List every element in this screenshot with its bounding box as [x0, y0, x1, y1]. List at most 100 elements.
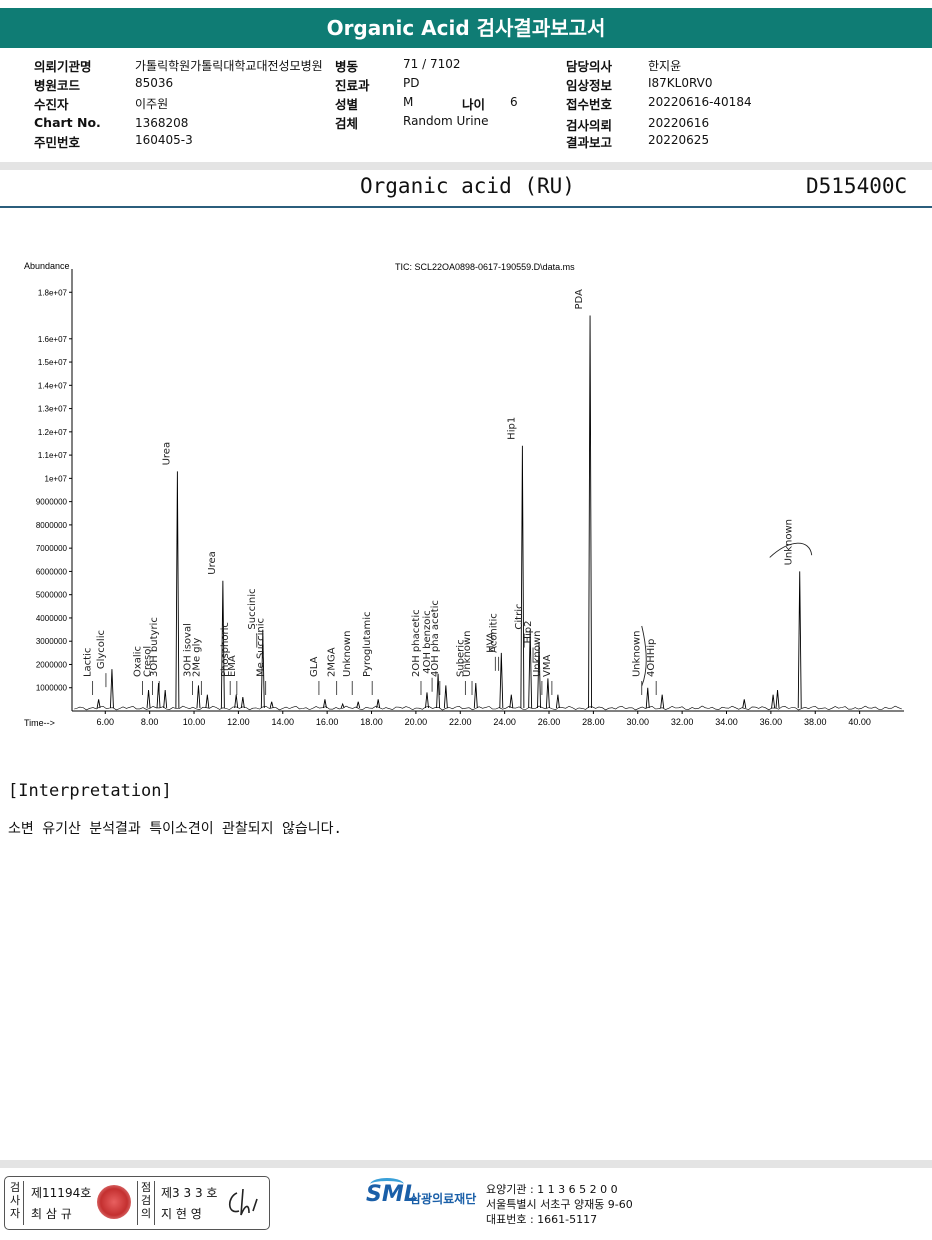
y-tick-label: 1.3e+07: [38, 405, 68, 414]
test-code: D515400C: [806, 174, 908, 198]
info-label: 성별: [335, 97, 359, 112]
peak-annotation: Phosphoric: [220, 622, 231, 677]
peak: [146, 690, 151, 709]
y-tick-label: 1e+07: [45, 474, 68, 483]
peak: [775, 690, 780, 709]
x-tick-label: 20.00: [405, 717, 428, 727]
y-tick-label: 1.6e+07: [38, 335, 68, 344]
peak-annotation: Suberic: [455, 639, 466, 677]
chromatogram-chart: Abundance TIC: SCL22OA0898-0617-190559.D…: [24, 261, 904, 728]
info-label: 담당의사: [566, 59, 613, 74]
peak-annotation: 3OH butyric: [149, 617, 160, 677]
x-tick-label: 12.00: [227, 717, 250, 727]
info-value: 160405-3: [135, 133, 193, 147]
info-label: 검체: [335, 116, 359, 131]
info-value: M: [403, 95, 414, 109]
peak: [240, 696, 245, 709]
divider: [0, 1160, 932, 1168]
y-tick-label: 6000000: [36, 567, 68, 576]
org-phone: 대표번호 : 1661-5117: [486, 1213, 598, 1226]
peak-annotation: Lactic: [83, 648, 94, 677]
peak: [163, 690, 168, 709]
peak: [443, 685, 448, 709]
y-tick-label: 3000000: [36, 637, 68, 646]
peak: [376, 699, 381, 709]
x-tick-label: 18.00: [360, 717, 383, 727]
interpretation-heading: [Interpretation]: [8, 781, 172, 801]
peak-annotation: Unknown: [632, 631, 643, 677]
chart-title: TIC: SCL22OA0898-0617-190559.D\data.ms: [395, 262, 575, 272]
info-label: 진료과: [335, 78, 370, 93]
info-label: 병원코드: [34, 78, 81, 93]
peak: [545, 678, 550, 709]
peak: [96, 699, 101, 709]
age-value: 6: [510, 95, 518, 109]
examiner-label: 검사자: [7, 1181, 24, 1225]
peak-annotation: Unknown: [532, 631, 543, 677]
org-street: 서울특별시 서초구 양재동 9-60: [486, 1198, 633, 1211]
x-axis-label: Time-->: [24, 718, 55, 728]
peak-annotation: 2OH phacetic: [411, 609, 422, 677]
signature-mark: [228, 1188, 258, 1216]
peak-annotation: VMA: [542, 655, 553, 677]
peak-annotation: EMA: [227, 655, 238, 677]
x-tick-label: 14.00: [272, 717, 295, 727]
x-tick-label: 10.00: [183, 717, 206, 727]
info-label: 의뢰기관명: [34, 59, 92, 74]
sml-logo: SML 삼광의료재단: [366, 1178, 476, 1207]
peak: [528, 629, 533, 709]
peak: [509, 694, 514, 709]
peak: [645, 687, 650, 709]
peak: [175, 471, 180, 709]
peak: [742, 699, 747, 709]
peak-annotation: Urea: [161, 442, 172, 466]
peak-annotation: Aconitic: [489, 613, 500, 653]
info-value: 이주원: [135, 97, 169, 111]
org-name: 삼광의료재단: [410, 1192, 477, 1206]
peak: [260, 629, 265, 709]
peak-annotation: Unknown: [784, 519, 795, 565]
reviewer-label: 점검의: [137, 1181, 155, 1225]
peak: [322, 699, 327, 709]
info-label: 병동: [335, 59, 359, 74]
info-value: 20220616: [648, 116, 710, 130]
peak: [436, 673, 441, 709]
examiner-license: 제11194호: [31, 1186, 92, 1200]
peak: [340, 702, 345, 709]
peak: [473, 683, 478, 709]
org-code: 요양기관 : 1 1 3 6 5 2 0 0: [486, 1183, 618, 1196]
divider: [0, 162, 932, 170]
footer: 검사자 제11194호 최 삼 규 점검의 제3 3 3 호 지 현 영 SML…: [0, 1170, 932, 1240]
seal-stamp: [97, 1185, 131, 1219]
peak: [156, 683, 161, 709]
peak: [797, 571, 802, 709]
x-tick-label: 28.00: [582, 717, 605, 727]
reviewer-license: 제3 3 3 호: [161, 1186, 218, 1200]
report-title-bar: Organic Acid 검사결과보고서: [0, 0, 932, 48]
x-tick-label: 40.00: [848, 717, 871, 727]
y-tick-label: 1.2e+07: [38, 428, 68, 437]
y-tick-label: 5000000: [36, 591, 68, 600]
age-label: 나이: [462, 97, 486, 112]
patient-info-section: 의뢰기관명 가톨릭학원가톨릭대학교대전성모병원 병원코드 85036 수진자 이…: [0, 52, 932, 164]
peak-annotation: Urea: [207, 551, 218, 575]
peak-annotation: 3OH isoval: [182, 623, 193, 677]
info-value: I87KL0RV0: [648, 76, 713, 90]
peak-annotation: 2Me gly: [191, 638, 202, 677]
signature-box: 검사자 제11194호 최 삼 규 점검의 제3 3 3 호 지 현 영: [4, 1176, 270, 1230]
x-tick-label: 36.00: [760, 717, 783, 727]
report-title: Organic Acid 검사결과보고서: [0, 8, 932, 48]
peak-annotation: 2MGA: [327, 647, 338, 677]
peak: [356, 701, 361, 709]
peak-annotation: 4OH benzoic: [422, 610, 433, 673]
y-tick-label: 9000000: [36, 498, 68, 507]
peak: [109, 669, 114, 709]
peak: [220, 580, 225, 709]
info-value: 20220625: [648, 133, 710, 147]
peak-annotation: Me Succinic: [256, 618, 267, 677]
peak-annotation: Unknown: [342, 631, 353, 677]
peak: [499, 652, 504, 709]
info-value: 85036: [135, 76, 174, 90]
info-value: PD: [403, 76, 420, 90]
x-tick-label: 38.00: [804, 717, 827, 727]
